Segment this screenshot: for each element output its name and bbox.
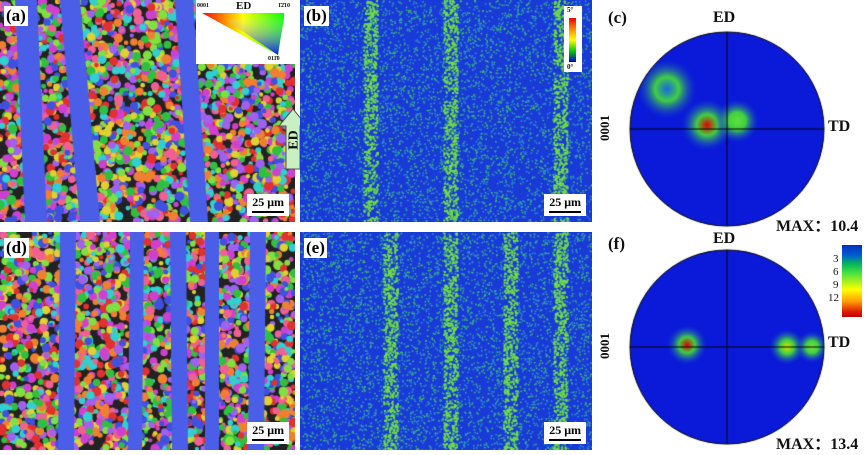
panel-label: (a) xyxy=(4,6,28,26)
panel-d-ipf-map: (d) 25 μm xyxy=(0,232,295,450)
panel-a-ipf-map: (a) ED 0001 1̄2̄10 011̄0 25 μm xyxy=(0,0,295,222)
scale-bar: 25 μm xyxy=(247,194,289,216)
pole-figure-image xyxy=(627,29,827,229)
panel-label: (d) xyxy=(4,238,29,258)
misorientation-map-image xyxy=(300,0,592,222)
misorientation-legend: 5° 0° xyxy=(564,6,582,72)
panel-e-kam-map: (e) 25 μm xyxy=(300,232,592,450)
scale-bar: 25 μm xyxy=(247,422,289,444)
ipf-triangle-icon xyxy=(202,13,284,55)
scale-bar: 25 μm xyxy=(544,422,586,444)
scale-bar: 25 μm xyxy=(544,194,586,216)
pole-figure-image xyxy=(627,247,827,447)
pole-figure-colorbar: 3 6 9 12 xyxy=(828,245,862,317)
panel-label: (e) xyxy=(304,238,327,258)
ipf-map-image xyxy=(0,232,295,450)
panel-b-kam-map: (b) 5° 0° 25 μm xyxy=(300,0,592,222)
ipf-color-key: ED 0001 1̄2̄10 011̄0 xyxy=(196,0,295,64)
misorientation-map-image xyxy=(300,232,592,450)
panel-label: (b) xyxy=(304,6,329,26)
